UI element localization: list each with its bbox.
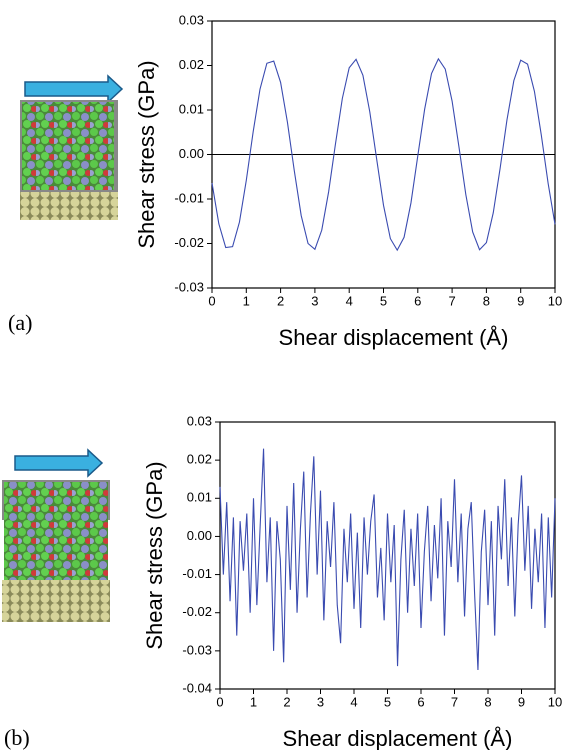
x-tick-label: 5 xyxy=(384,694,391,709)
y-tick-label: -0.04 xyxy=(182,680,212,695)
y-tick-label: 0.01 xyxy=(187,490,212,505)
y-tick-label: -0.01 xyxy=(182,566,212,581)
x-tick-label: 2 xyxy=(283,694,290,709)
x-tick-label: 3 xyxy=(317,694,324,709)
y-tick-label: -0.01 xyxy=(174,190,204,205)
y-tick-label: -0.02 xyxy=(174,235,204,250)
x-tick-label: 9 xyxy=(518,694,525,709)
x-tick-label: 6 xyxy=(417,694,424,709)
data-line xyxy=(219,448,556,670)
y-tick-label: -0.03 xyxy=(182,642,212,657)
x-tick-label: 6 xyxy=(414,293,421,308)
x-tick-label: 8 xyxy=(484,694,491,709)
y-tick-label: 0.03 xyxy=(179,12,204,27)
x-tick-label: 1 xyxy=(250,694,257,709)
data-line xyxy=(211,57,556,252)
x-tick-label: 1 xyxy=(243,293,250,308)
x-tick-label: 2 xyxy=(277,293,284,308)
panel-label: (b) xyxy=(4,725,30,750)
x-tick-label: 10 xyxy=(548,293,562,308)
x-tick-label: 3 xyxy=(311,293,318,308)
y-tick-label: 0.02 xyxy=(187,452,212,467)
x-tick-label: 4 xyxy=(346,293,353,308)
x-axis-label: Shear displacement (Å) xyxy=(279,325,509,350)
x-tick-label: 7 xyxy=(451,694,458,709)
y-tick-label: -0.03 xyxy=(174,279,204,294)
panel-b-illustration xyxy=(2,448,110,622)
panel-label: (a) xyxy=(8,310,32,335)
x-tick-label: 9 xyxy=(517,293,524,308)
y-tick-label: 0.00 xyxy=(187,528,212,543)
y-tick-label: 0.02 xyxy=(179,57,204,72)
y-tick-label: 0.01 xyxy=(179,101,204,116)
x-tick-label: 10 xyxy=(548,694,562,709)
x-tick-label: 4 xyxy=(350,694,357,709)
panel-a-illustration xyxy=(20,74,124,220)
x-tick-label: 5 xyxy=(380,293,387,308)
y-tick-label: 0.00 xyxy=(179,146,204,161)
y-axis-label: Shear stress (GPa) xyxy=(134,60,159,248)
x-tick-label: 8 xyxy=(483,293,490,308)
plot-frame xyxy=(219,421,556,690)
y-tick-label: 0.03 xyxy=(187,413,212,428)
x-tick-label: 0 xyxy=(208,293,215,308)
x-tick-label: 7 xyxy=(448,293,455,308)
x-tick-label: 0 xyxy=(216,694,223,709)
x-axis-label: Shear displacement (Å) xyxy=(283,726,513,750)
y-axis-label: Shear stress (GPa) xyxy=(142,461,167,649)
y-tick-label: -0.02 xyxy=(182,604,212,619)
